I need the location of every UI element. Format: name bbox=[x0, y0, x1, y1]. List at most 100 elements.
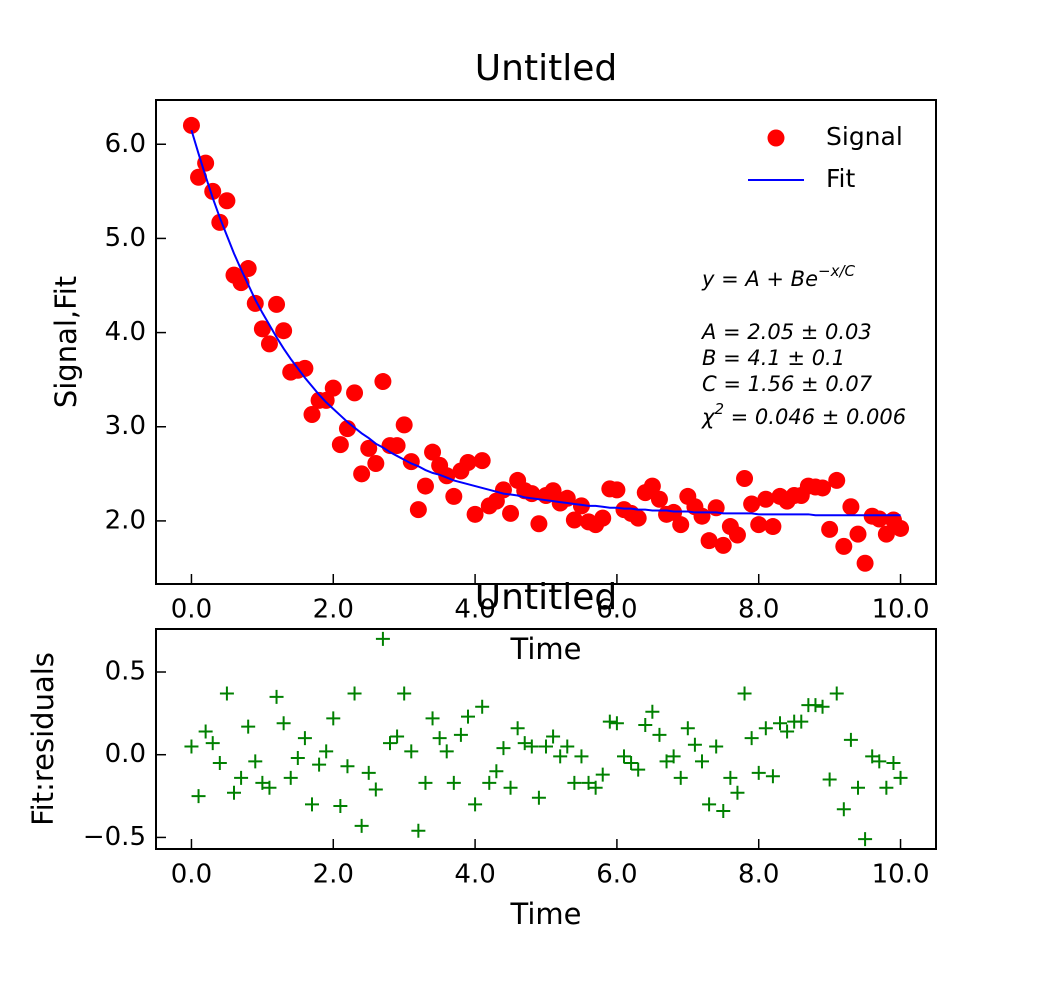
residual-marker bbox=[602, 714, 617, 729]
signal-marker bbox=[473, 452, 491, 470]
y-axis-label: Fit:residuals bbox=[26, 652, 60, 826]
axes-frame bbox=[155, 628, 937, 850]
residual-marker bbox=[375, 631, 390, 646]
fit-parameter: C = 1.56 ± 0.07 bbox=[702, 372, 873, 396]
signal-marker bbox=[260, 335, 278, 353]
residual-marker bbox=[574, 749, 589, 764]
residual-marker bbox=[496, 741, 511, 756]
signal-marker bbox=[856, 554, 874, 572]
signal-marker bbox=[424, 443, 442, 461]
signal-marker bbox=[388, 437, 406, 455]
x-tick-label: 8.0 bbox=[738, 595, 779, 625]
signal-marker bbox=[303, 406, 321, 424]
residual-marker bbox=[617, 749, 631, 764]
signal-marker bbox=[402, 453, 420, 471]
signal-marker bbox=[190, 168, 208, 186]
x-tick-label: 10.0 bbox=[872, 595, 930, 625]
residual-marker bbox=[673, 770, 688, 785]
residual-marker bbox=[184, 739, 199, 754]
residual-marker bbox=[219, 686, 234, 701]
signal-marker bbox=[502, 504, 520, 522]
y-axis-label: Signal,Fit bbox=[49, 276, 83, 408]
residual-marker bbox=[347, 686, 362, 701]
signal-marker bbox=[629, 509, 647, 527]
residual-marker bbox=[872, 754, 887, 769]
residual-marker bbox=[404, 744, 419, 759]
signal-marker bbox=[842, 498, 860, 516]
residual-marker bbox=[858, 832, 873, 847]
residual-marker bbox=[638, 717, 653, 732]
signal-marker bbox=[182, 116, 200, 134]
signal-marker bbox=[757, 490, 775, 508]
x-tick-label: 0.0 bbox=[171, 595, 212, 625]
signal-marker bbox=[367, 454, 385, 472]
residual-marker bbox=[283, 770, 298, 785]
residual-marker bbox=[290, 751, 305, 766]
legend-label: Signal bbox=[826, 122, 903, 151]
x-tick-label: 4.0 bbox=[454, 595, 495, 625]
residual-marker bbox=[305, 797, 319, 812]
x-tick-label: 10.0 bbox=[872, 860, 930, 890]
residual-marker bbox=[553, 749, 568, 764]
signal-marker bbox=[445, 487, 463, 505]
equation: y = A + Be−x/C bbox=[701, 262, 856, 292]
residual-marker bbox=[383, 736, 397, 751]
residual-marker bbox=[893, 770, 908, 785]
y-tick-label: 0.5 bbox=[105, 657, 146, 687]
residual-marker bbox=[319, 744, 334, 759]
residual-marker bbox=[687, 737, 702, 752]
residual-marker bbox=[489, 764, 504, 779]
x-tick-label: 6.0 bbox=[596, 595, 637, 625]
signal-marker bbox=[218, 192, 236, 210]
residual-marker bbox=[503, 780, 518, 795]
residual-marker bbox=[340, 759, 355, 774]
residual-marker bbox=[560, 739, 575, 754]
chi-rest: = 0.046 ± 0.006 bbox=[724, 405, 906, 429]
residual-marker bbox=[531, 790, 546, 805]
residual-marker bbox=[241, 719, 256, 734]
residual-marker bbox=[659, 754, 674, 769]
residual-marker bbox=[276, 716, 291, 731]
signal-marker bbox=[877, 525, 895, 543]
x-tick-label: 2.0 bbox=[313, 860, 354, 890]
residual-marker bbox=[539, 739, 553, 754]
residual-marker bbox=[418, 775, 433, 790]
residual-marker bbox=[829, 686, 844, 701]
residual-marker bbox=[709, 739, 724, 754]
residual-marker bbox=[758, 721, 773, 736]
residual-marker bbox=[624, 755, 639, 770]
x-tick-label: 2.0 bbox=[313, 595, 354, 625]
residual-marker bbox=[439, 744, 454, 759]
chi-exponent: 2 bbox=[714, 400, 724, 418]
fit-parameter: B = 4.1 ± 0.1 bbox=[702, 346, 845, 370]
residual-marker bbox=[744, 731, 759, 746]
y-tick-label: 4.0 bbox=[105, 317, 146, 347]
x-axis-label: Time bbox=[510, 632, 582, 666]
signal-marker bbox=[828, 471, 846, 489]
signal-marker bbox=[643, 477, 661, 495]
residual-marker bbox=[695, 754, 709, 769]
signal-marker bbox=[346, 384, 364, 402]
signal-marker bbox=[594, 509, 612, 527]
residual-marker bbox=[879, 780, 894, 795]
residual-marker bbox=[851, 780, 865, 795]
legend-marker bbox=[767, 129, 785, 147]
residual-marker bbox=[269, 689, 284, 704]
signal-marker bbox=[743, 495, 761, 513]
residual-marker bbox=[510, 721, 525, 736]
signal-marker bbox=[728, 526, 746, 544]
signal-marker bbox=[459, 454, 477, 472]
residual-marker bbox=[333, 798, 348, 813]
residual-marker bbox=[730, 785, 745, 800]
chi-base: χ bbox=[701, 405, 716, 429]
residual-marker bbox=[411, 823, 426, 838]
signal-marker bbox=[650, 490, 668, 508]
signal-marker bbox=[672, 516, 690, 534]
y-tick-label: 3.0 bbox=[105, 411, 146, 441]
signal-marker bbox=[814, 479, 832, 497]
residual-marker bbox=[262, 780, 277, 795]
signal-marker bbox=[764, 518, 782, 536]
residual-marker bbox=[680, 721, 695, 736]
signal-marker bbox=[197, 154, 215, 172]
